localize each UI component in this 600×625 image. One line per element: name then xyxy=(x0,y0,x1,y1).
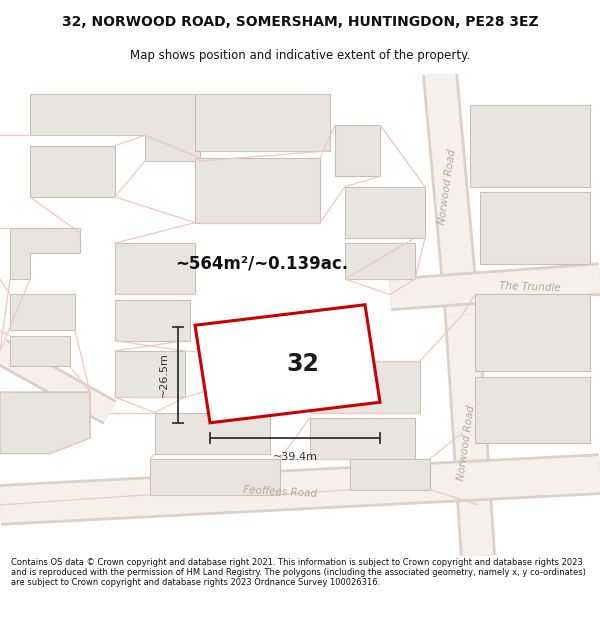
Text: The Trundle: The Trundle xyxy=(499,281,561,293)
Polygon shape xyxy=(30,94,200,161)
Polygon shape xyxy=(150,459,280,494)
Polygon shape xyxy=(115,299,190,341)
Polygon shape xyxy=(335,125,380,176)
Polygon shape xyxy=(480,192,590,264)
Text: Contains OS data © Crown copyright and database right 2021. This information is : Contains OS data © Crown copyright and d… xyxy=(11,558,586,588)
Polygon shape xyxy=(345,243,415,279)
Polygon shape xyxy=(155,412,270,454)
Text: Norwood Road: Norwood Road xyxy=(456,405,476,482)
Polygon shape xyxy=(0,392,90,454)
Polygon shape xyxy=(30,146,115,197)
Text: ~564m²/~0.139ac.: ~564m²/~0.139ac. xyxy=(175,254,348,272)
Text: Map shows position and indicative extent of the property.: Map shows position and indicative extent… xyxy=(130,49,470,62)
Polygon shape xyxy=(115,243,195,294)
Polygon shape xyxy=(475,294,590,371)
Text: Norwood Road: Norwood Road xyxy=(437,148,457,225)
Polygon shape xyxy=(470,104,590,187)
Polygon shape xyxy=(115,351,185,397)
Polygon shape xyxy=(10,228,80,279)
Text: ~39.4m: ~39.4m xyxy=(272,452,317,462)
Polygon shape xyxy=(310,418,415,459)
Polygon shape xyxy=(10,336,70,366)
Polygon shape xyxy=(195,305,380,422)
Text: 32: 32 xyxy=(286,352,319,376)
Polygon shape xyxy=(195,94,330,151)
Polygon shape xyxy=(350,459,430,489)
Text: ~26.5m: ~26.5m xyxy=(159,352,169,398)
Text: 32, NORWOOD ROAD, SOMERSHAM, HUNTINGDON, PE28 3EZ: 32, NORWOOD ROAD, SOMERSHAM, HUNTINGDON,… xyxy=(62,15,538,29)
Polygon shape xyxy=(310,361,420,413)
Polygon shape xyxy=(10,294,75,331)
Polygon shape xyxy=(195,158,320,222)
Polygon shape xyxy=(345,187,425,238)
Text: Feoffees Road: Feoffees Road xyxy=(243,484,317,499)
Polygon shape xyxy=(475,377,590,443)
